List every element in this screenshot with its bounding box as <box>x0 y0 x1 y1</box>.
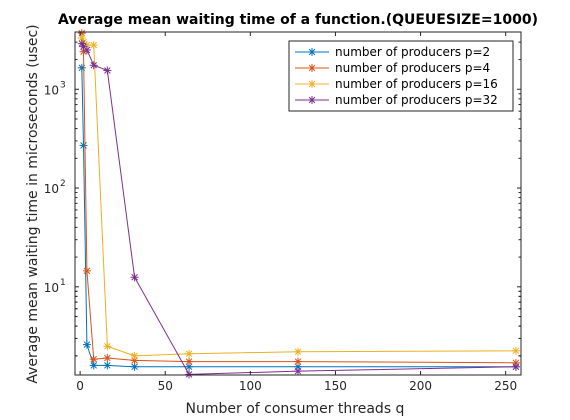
data-point <box>82 266 91 275</box>
data-point <box>79 141 88 150</box>
data-point <box>130 362 139 371</box>
data-point <box>89 61 98 70</box>
data-point <box>103 66 112 75</box>
data-point <box>130 351 139 360</box>
data-point <box>130 273 139 282</box>
legend-label: number of producers p=4 <box>335 61 490 75</box>
legend-box <box>288 40 514 112</box>
data-point <box>77 63 86 72</box>
data-point <box>185 370 194 379</box>
legend-entry: number of producers p=16 <box>295 77 498 91</box>
y-axis-label: Average mean waiting time in microsecond… <box>25 24 41 383</box>
data-point <box>103 342 112 351</box>
data-point <box>294 367 302 376</box>
series-layer <box>77 29 520 379</box>
data-point <box>294 357 302 366</box>
data-point <box>89 41 98 50</box>
legend-entry: number of producers p=32 <box>295 93 498 107</box>
chart-title: Average mean waiting time of a function.… <box>58 12 538 28</box>
legend-marker <box>308 48 316 56</box>
legend-label: number of producers p=16 <box>335 77 498 91</box>
data-point <box>511 346 520 355</box>
data-point <box>82 340 91 349</box>
legend-marker <box>308 64 316 72</box>
y-tick-label: 10 <box>44 83 59 97</box>
data-point <box>103 354 112 363</box>
x-tick-label: 200 <box>409 379 432 393</box>
x-tick-label: 50 <box>158 379 173 393</box>
x-tick-label: 0 <box>76 379 84 393</box>
y-tick-exponent: 2 <box>60 179 66 189</box>
legend-entry: number of producers p=2 <box>295 45 490 59</box>
series-2 <box>77 29 520 367</box>
x-tick-label: 250 <box>494 379 517 393</box>
legend-entry: number of producers p=4 <box>295 61 490 75</box>
legend: number of producers p=2 number of produce… <box>288 40 514 112</box>
y-tick-label: 10 <box>44 281 59 295</box>
legend-label: number of producers p=32 <box>335 93 498 107</box>
data-point <box>103 361 112 370</box>
data-point <box>185 349 194 358</box>
data-point <box>294 347 302 356</box>
x-tick-label: 100 <box>239 379 262 393</box>
y-tick-exponent: 3 <box>60 80 66 90</box>
data-point <box>89 355 98 364</box>
data-point <box>511 362 520 371</box>
x-tick-label: 150 <box>324 379 347 393</box>
y-tick-exponent: 1 <box>60 278 66 288</box>
legend-label: number of producers p=2 <box>335 45 490 59</box>
y-tick-label: 10 <box>44 182 59 196</box>
legend-marker <box>308 96 316 104</box>
legend-marker <box>308 80 316 88</box>
data-point <box>185 357 194 366</box>
series-4 <box>77 39 520 379</box>
x-axis-label: Number of consumer threads q <box>186 401 405 417</box>
data-point <box>82 45 91 54</box>
